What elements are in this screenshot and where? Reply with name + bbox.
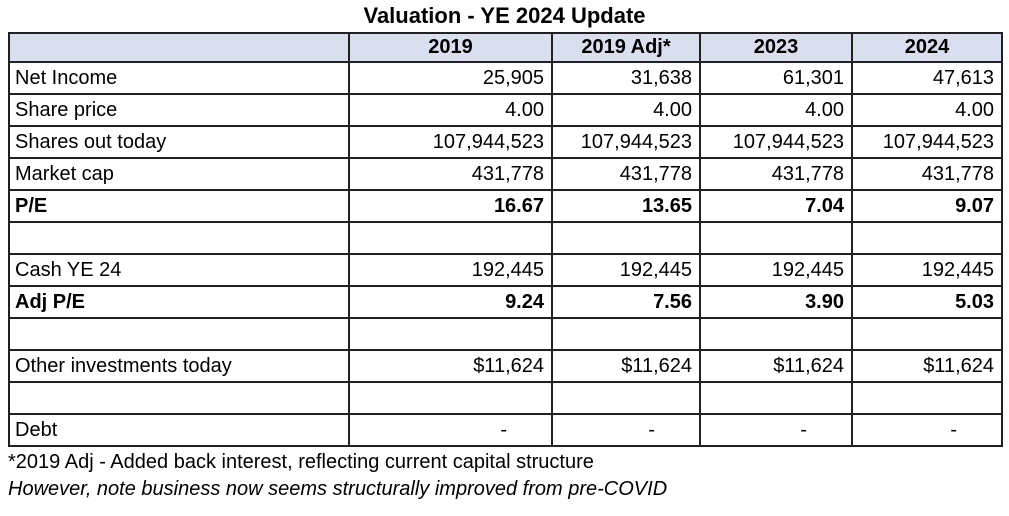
value-cell: 25,905 xyxy=(348,61,553,95)
value-cell xyxy=(699,381,853,415)
row-label-cell xyxy=(8,317,350,351)
row-label-cell xyxy=(8,221,350,255)
table-row xyxy=(8,381,1003,415)
value-cell: 192,445 xyxy=(348,253,553,287)
table-body: Net Income 25,905 31,638 61,301 47,613 Share … xyxy=(8,61,1003,447)
value-cell: 3.90 xyxy=(699,285,853,319)
row-label-cell xyxy=(8,381,350,415)
row-label-cell: P/E xyxy=(8,189,350,223)
table-row: Shares out today 107,944,523 107,944,523 10… xyxy=(8,125,1003,159)
footnote-covid: However, note business now seems structu… xyxy=(8,478,668,500)
table-row xyxy=(8,221,1003,255)
table-row: Share price 4.00 4.00 4.00 4.00 xyxy=(8,93,1003,127)
value-cell: 4.00 xyxy=(348,93,553,127)
value-cell: 431,778 xyxy=(699,157,853,191)
column-header: 2023 xyxy=(699,32,853,63)
value-cell xyxy=(551,221,701,255)
value-cell: 192,445 xyxy=(699,253,853,287)
value-cell: 4.00 xyxy=(551,93,701,127)
row-label-cell: Shares out today xyxy=(8,125,350,159)
table-row: Market cap 431,778 431,778 431,778 431,778 xyxy=(8,157,1003,191)
value-cell: 4.00 xyxy=(851,93,1003,127)
value-cell: 47,613 xyxy=(851,61,1003,95)
value-cell xyxy=(348,381,553,415)
row-label-cell: Debt xyxy=(8,413,350,447)
value-cell xyxy=(851,381,1003,415)
value-cell: $11,624 xyxy=(851,349,1003,383)
table-row xyxy=(8,317,1003,351)
value-cell: 13.65 xyxy=(551,189,701,223)
value-cell: $11,624 xyxy=(699,349,853,383)
table-row: Net Income 25,905 31,638 61,301 47,613 xyxy=(8,61,1003,95)
value-cell: 7.56 xyxy=(551,285,701,319)
value-cell xyxy=(699,317,853,351)
value-cell: 107,944,523 xyxy=(851,125,1003,159)
value-cell: - xyxy=(699,413,853,447)
value-cell xyxy=(348,317,553,351)
value-cell: 192,445 xyxy=(851,253,1003,287)
value-cell xyxy=(551,317,701,351)
value-cell: 61,301 xyxy=(699,61,853,95)
table-row: Cash YE 24 192,445 192,445 192,445 192,445 xyxy=(8,253,1003,287)
value-cell: 31,638 xyxy=(551,61,701,95)
value-cell: $11,624 xyxy=(551,349,701,383)
value-cell: 9.24 xyxy=(348,285,553,319)
value-cell: 431,778 xyxy=(851,157,1003,191)
value-cell: 107,944,523 xyxy=(699,125,853,159)
value-cell: 5.03 xyxy=(851,285,1003,319)
row-label-cell: Market cap xyxy=(8,157,350,191)
value-cell: 9.07 xyxy=(851,189,1003,223)
footnote-adj: *2019 Adj - Added back interest, reflect… xyxy=(8,451,594,473)
valuation-table: 2019 2019 Adj* 2023 2024 Net Income 25,905 31… xyxy=(8,32,1003,447)
table-row: Other investments today $11,624 $11,624 $11… xyxy=(8,349,1003,383)
value-cell: 107,944,523 xyxy=(348,125,553,159)
row-label-cell: Other investments today xyxy=(8,349,350,383)
page-title: Valuation - YE 2024 Update xyxy=(363,3,646,28)
table-row: Debt - - - - xyxy=(8,413,1003,447)
value-cell: 431,778 xyxy=(348,157,553,191)
value-cell: - xyxy=(851,413,1003,447)
footnotes: *2019 Adj - Added back interest, reflect… xyxy=(8,449,1009,503)
column-header: 2019 Adj* xyxy=(551,32,701,63)
value-cell: 107,944,523 xyxy=(551,125,701,159)
value-cell: - xyxy=(348,413,553,447)
value-cell: 431,778 xyxy=(551,157,701,191)
value-cell: 4.00 xyxy=(699,93,853,127)
value-cell: - xyxy=(551,413,701,447)
value-cell: 192,445 xyxy=(551,253,701,287)
value-cell xyxy=(851,221,1003,255)
value-cell xyxy=(551,381,701,415)
value-cell: 16.67 xyxy=(348,189,553,223)
row-label-cell: Share price xyxy=(8,93,350,127)
corner-cell xyxy=(8,32,350,63)
table-row: Adj P/E 9.24 7.56 3.90 5.03 xyxy=(8,285,1003,319)
value-cell xyxy=(851,317,1003,351)
page: Valuation - YE 2024 Update 2019 2019 Adj*… xyxy=(8,3,1009,503)
table-row: P/E 16.67 13.65 7.04 9.07 xyxy=(8,189,1003,223)
value-cell: 7.04 xyxy=(699,189,853,223)
row-label-cell: Adj P/E xyxy=(8,285,350,319)
column-header: 2019 xyxy=(348,32,553,63)
column-header: 2024 xyxy=(851,32,1003,63)
value-cell xyxy=(699,221,853,255)
row-label-cell: Cash YE 24 xyxy=(8,253,350,287)
value-cell: $11,624 xyxy=(348,349,553,383)
header-row: 2019 2019 Adj* 2023 2024 xyxy=(8,32,1003,63)
row-label-cell: Net Income xyxy=(8,61,350,95)
value-cell xyxy=(348,221,553,255)
